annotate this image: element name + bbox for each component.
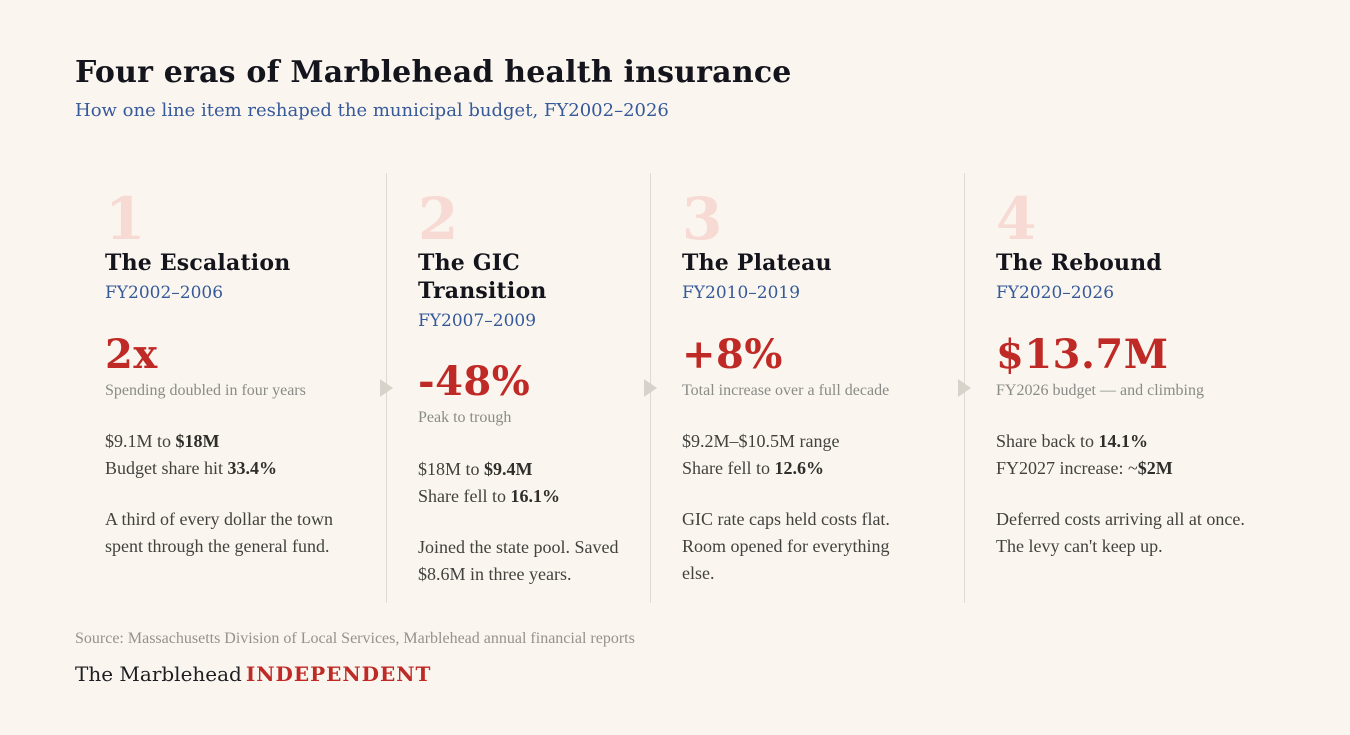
- era-title: The GIC Transition: [418, 250, 547, 305]
- era-number: 2: [418, 185, 459, 254]
- era-title: The Plateau: [682, 250, 832, 277]
- fact-line: FY2027 increase: ~$2M: [996, 455, 1245, 482]
- era-note: GIC rate caps held costs flat. Room open…: [682, 509, 890, 584]
- fact-highlight: 16.1%: [510, 486, 560, 507]
- era-stat-value: $13.7M: [996, 330, 1169, 378]
- era-grid: 1 The Escalation FY2002–2006 2x Spending…: [105, 173, 1350, 604]
- arrow-right-icon: [958, 379, 971, 398]
- fact-highlight: 12.6%: [774, 458, 824, 479]
- fact-text: FY2027 increase: ~: [996, 458, 1138, 479]
- era-range: FY2020–2026: [996, 283, 1115, 304]
- page-title: Four eras of Marblehead health insurance: [75, 55, 792, 90]
- page-subtitle: How one line item reshaped the municipal…: [75, 99, 669, 121]
- era-facts: $9.2M–$10.5M range Share fell to 12.6%: [682, 428, 914, 482]
- fact-text: $9.1M to: [105, 431, 176, 452]
- fact-text: $9.2M–$10.5M range: [682, 431, 840, 452]
- era-column: 3 The Plateau FY2010–2019 +8% Total incr…: [644, 173, 964, 604]
- publication-accent: INDEPENDENT: [245, 661, 432, 686]
- era-stat-caption: Peak to trough: [418, 409, 512, 427]
- header: Four eras of Marblehead health insurance…: [0, 0, 1350, 121]
- fact-line: Share fell to 16.1%: [418, 483, 620, 510]
- publication-name: The Marblehead: [75, 661, 242, 686]
- publication-logo: The Marblehead INDEPENDENT: [75, 662, 1275, 686]
- era-range: FY2010–2019: [682, 283, 801, 304]
- fact-text: Share back to: [996, 431, 1099, 452]
- era-stat-caption: Spending doubled in four years: [105, 381, 306, 399]
- era-facts: $9.1M to $18M Budget share hit 33.4%: [105, 428, 360, 482]
- era-note: Deferred costs arriving all at once. The…: [996, 509, 1245, 557]
- fact-text: $18M to: [418, 459, 485, 480]
- era-stat-caption: FY2026 budget — and climbing: [996, 381, 1204, 399]
- fact-text: Budget share hit: [105, 458, 228, 479]
- era-number: 4: [996, 185, 1037, 254]
- era-number: 3: [682, 185, 723, 254]
- era-column: 4 The Rebound FY2020–2026 $13.7M FY2026 …: [958, 173, 1245, 604]
- fact-highlight: $2M: [1137, 458, 1173, 479]
- fact-highlight: $18M: [175, 431, 220, 452]
- fact-highlight: 33.4%: [227, 458, 277, 479]
- era-range: FY2002–2006: [105, 283, 224, 304]
- fact-highlight: 14.1%: [1098, 431, 1148, 452]
- era-stat-caption: Total increase over a full decade: [682, 381, 890, 399]
- source-note: Source: Massachusetts Division of Local …: [75, 630, 635, 648]
- fact-line: Budget share hit 33.4%: [105, 455, 360, 482]
- era-title: The Rebound: [996, 250, 1162, 277]
- fact-line: $9.2M–$10.5M range: [682, 428, 914, 455]
- era-number: 1: [105, 185, 146, 254]
- footer: Source: Massachusetts Division of Local …: [75, 629, 1275, 686]
- fact-text: Share fell to: [682, 458, 775, 479]
- era-range: FY2007–2009: [418, 310, 537, 331]
- era-note: Joined the state pool. Saved $8.6M in th…: [418, 537, 619, 585]
- era-stat-value: +8%: [682, 330, 783, 378]
- era-facts: $18M to $9.4M Share fell to 16.1%: [418, 456, 620, 510]
- fact-line: Share fell to 12.6%: [682, 455, 914, 482]
- fact-line: Share back to 14.1%: [996, 428, 1245, 455]
- arrow-right-icon: [644, 379, 657, 398]
- fact-line: $9.1M to $18M: [105, 428, 360, 455]
- era-column: 2 The GIC Transition FY2007–2009 -48% Pe…: [380, 173, 650, 604]
- era-stat-value: -48%: [418, 358, 531, 406]
- era-stat-value: 2x: [105, 330, 158, 378]
- era-title: The Escalation: [105, 250, 291, 277]
- fact-line: $18M to $9.4M: [418, 456, 620, 483]
- arrow-right-icon: [380, 379, 393, 398]
- era-column: 1 The Escalation FY2002–2006 2x Spending…: [105, 173, 386, 603]
- era-facts: Share back to 14.1% FY2027 increase: ~$2M: [996, 428, 1245, 482]
- fact-highlight: $9.4M: [484, 459, 533, 480]
- fact-text: Share fell to: [418, 486, 511, 507]
- era-note: A third of every dollar the town spent t…: [105, 509, 333, 557]
